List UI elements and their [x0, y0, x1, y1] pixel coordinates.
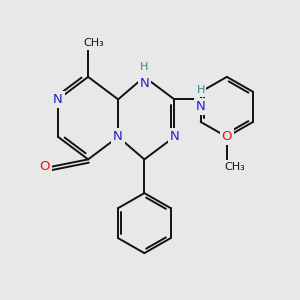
Text: H: H — [140, 62, 148, 73]
Text: O: O — [40, 160, 50, 173]
Text: N: N — [113, 130, 123, 143]
Text: CH₃: CH₃ — [224, 162, 245, 172]
Text: N: N — [196, 100, 206, 112]
Text: N: N — [53, 93, 63, 106]
Text: N: N — [140, 77, 149, 90]
Text: O: O — [222, 130, 232, 143]
Text: H: H — [196, 85, 205, 95]
Text: N: N — [169, 130, 179, 143]
Text: CH₃: CH₃ — [83, 38, 104, 48]
